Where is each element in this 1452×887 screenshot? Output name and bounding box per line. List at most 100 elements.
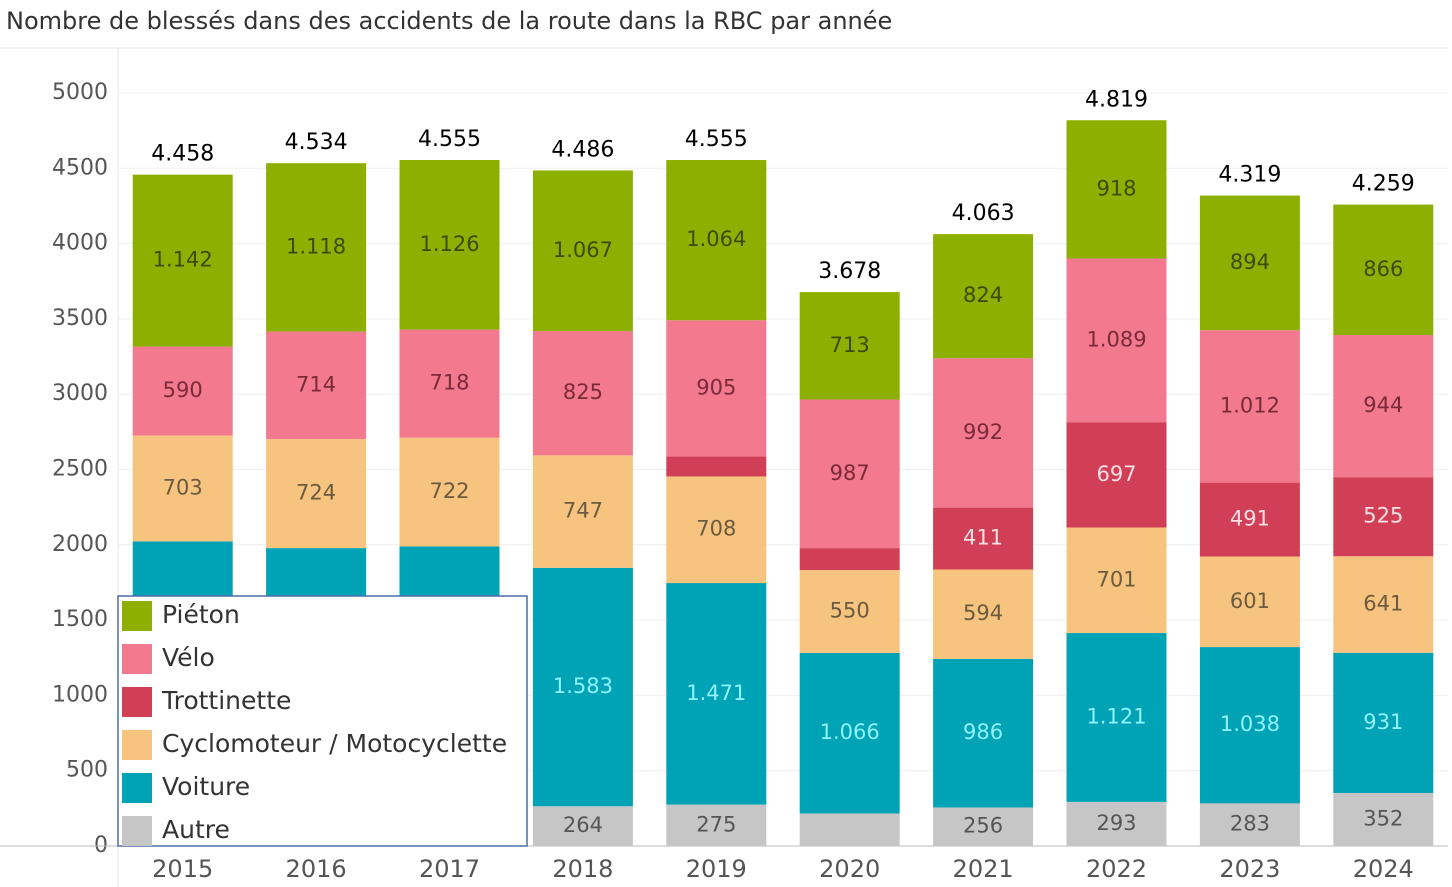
bar-segment — [399, 437, 500, 547]
bar-segment — [132, 435, 233, 542]
y-tick-label: 4000 — [52, 231, 108, 256]
value-label: 256 — [963, 814, 1003, 838]
x-tick-label: 2022 — [1086, 855, 1147, 883]
x-tick-label: 2024 — [1353, 855, 1414, 883]
value-label: 713 — [830, 333, 870, 357]
bar-segment — [532, 567, 633, 807]
total-label: 4.486 — [551, 137, 614, 162]
value-label: 1.126 — [419, 232, 479, 256]
chart-title: Nombre de blessés dans des accidents de … — [6, 7, 892, 35]
value-label: 590 — [163, 378, 203, 402]
value-label: 703 — [163, 475, 203, 499]
value-label: 491 — [1230, 507, 1270, 531]
x-tick-label: 2021 — [953, 855, 1014, 883]
bar-segment — [666, 804, 767, 846]
value-label: 1.121 — [1086, 704, 1146, 728]
bar-segment — [666, 456, 767, 477]
bar-segment — [399, 329, 500, 438]
bar-segment — [1199, 195, 1300, 331]
bar-segment — [1066, 258, 1167, 423]
total-label: 4.555 — [685, 127, 748, 152]
value-label: 825 — [563, 380, 603, 404]
bar-segment — [1199, 330, 1300, 483]
bar-segment — [266, 331, 367, 440]
legend-box — [117, 595, 528, 847]
value-label: 601 — [1230, 589, 1270, 613]
bar-segment — [1333, 652, 1434, 793]
legend-swatch — [122, 601, 152, 631]
bar-segment — [799, 548, 900, 571]
bar-segment — [933, 234, 1034, 359]
value-label: 1.067 — [553, 238, 613, 262]
value-label: 894 — [1230, 250, 1270, 274]
value-label: 1.066 — [820, 720, 880, 744]
value-label: 987 — [830, 461, 870, 485]
bar-segment — [1333, 477, 1434, 557]
x-tick-label: 2020 — [819, 855, 880, 883]
bar-segment — [799, 570, 900, 653]
total-label: 4.819 — [1085, 87, 1148, 112]
value-label: 1.089 — [1086, 328, 1146, 352]
value-label: 1.583 — [553, 674, 613, 698]
bar-segment — [1333, 792, 1434, 846]
bar-segment — [1199, 803, 1300, 846]
value-label: 701 — [1096, 567, 1136, 591]
bar-segment — [666, 320, 767, 457]
bar-segment — [799, 652, 900, 814]
legend-label: Voiture — [162, 772, 250, 801]
value-label: 747 — [563, 499, 603, 523]
bar-segment — [933, 358, 1034, 508]
bar-segment — [666, 160, 767, 321]
x-tick-label: 2015 — [152, 855, 213, 883]
legend-label: Vélo — [162, 643, 215, 672]
legend-label: Trottinette — [161, 686, 291, 715]
value-label: 550 — [830, 599, 870, 623]
y-tick-label: 4500 — [52, 155, 108, 180]
value-label: 931 — [1363, 710, 1403, 734]
bar-segment — [532, 170, 633, 332]
value-label: 264 — [563, 813, 603, 837]
bar-segment — [399, 160, 500, 330]
x-tick-label: 2017 — [419, 855, 480, 883]
total-label: 4.259 — [1352, 172, 1415, 197]
bar-segment — [933, 658, 1034, 808]
bar-segment — [266, 439, 367, 549]
value-label: 1.471 — [686, 681, 746, 705]
legend-label: Cyclomoteur / Motocyclette — [162, 729, 507, 758]
legend-swatch — [122, 687, 152, 717]
value-label: 708 — [696, 517, 736, 541]
value-label: 283 — [1230, 812, 1270, 836]
value-label: 986 — [963, 720, 1003, 744]
total-label: 4.063 — [952, 201, 1015, 226]
bar-segment — [1333, 335, 1434, 478]
legend-label: Autre — [162, 815, 230, 844]
bar-segment — [1333, 204, 1434, 336]
total-label: 4.458 — [151, 142, 214, 167]
bar-segment — [132, 346, 233, 436]
bar-segment — [532, 455, 633, 568]
bar-segment — [1333, 556, 1434, 653]
value-label: 944 — [1363, 393, 1403, 417]
bar-segment — [799, 292, 900, 400]
total-label: 4.534 — [285, 130, 348, 155]
value-label: 411 — [963, 526, 1003, 550]
y-tick-label: 1000 — [52, 682, 108, 707]
value-label: 1.038 — [1220, 712, 1280, 736]
bar-segment — [799, 399, 900, 549]
bar-segment — [1066, 527, 1167, 634]
value-label: 1.012 — [1220, 393, 1280, 417]
value-label: 1.118 — [286, 234, 346, 258]
legend-swatch — [122, 730, 152, 760]
legend-swatch — [122, 644, 152, 674]
value-label: 905 — [696, 375, 736, 399]
y-tick-label: 2000 — [52, 532, 108, 557]
value-label: 866 — [1363, 257, 1403, 281]
value-label: 641 — [1363, 592, 1403, 616]
value-label: 724 — [296, 481, 336, 505]
legend-swatch — [122, 816, 152, 846]
x-tick-label: 2016 — [286, 855, 347, 883]
legend-label: Piéton — [162, 600, 240, 629]
value-label: 992 — [963, 420, 1003, 444]
total-label: 4.555 — [418, 127, 481, 152]
